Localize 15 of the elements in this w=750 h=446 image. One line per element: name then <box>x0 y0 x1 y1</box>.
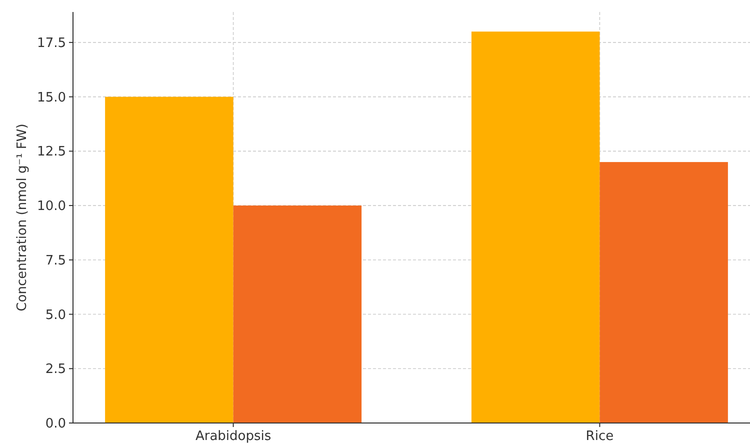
bar <box>233 206 362 423</box>
bar <box>600 162 728 423</box>
y-tick-label: 2.5 <box>45 362 66 378</box>
y-tick-label: 15.0 <box>37 90 66 106</box>
y-axis-title: Concentration (nmol g⁻¹ FW) <box>15 124 30 312</box>
y-tick-label: 7.5 <box>45 253 66 268</box>
y-tick-label: 5.0 <box>45 308 66 323</box>
bar <box>105 96 234 423</box>
bar <box>471 32 600 423</box>
y-tick-label: 10.0 <box>37 199 66 214</box>
y-tick-label: 17.5 <box>37 36 66 51</box>
y-tick-label: 0.0 <box>45 416 66 432</box>
x-tick-label: Rice <box>586 429 614 444</box>
x-tick-label: Arabidopsis <box>195 429 272 444</box>
y-tick-label: 12.5 <box>37 144 66 160</box>
